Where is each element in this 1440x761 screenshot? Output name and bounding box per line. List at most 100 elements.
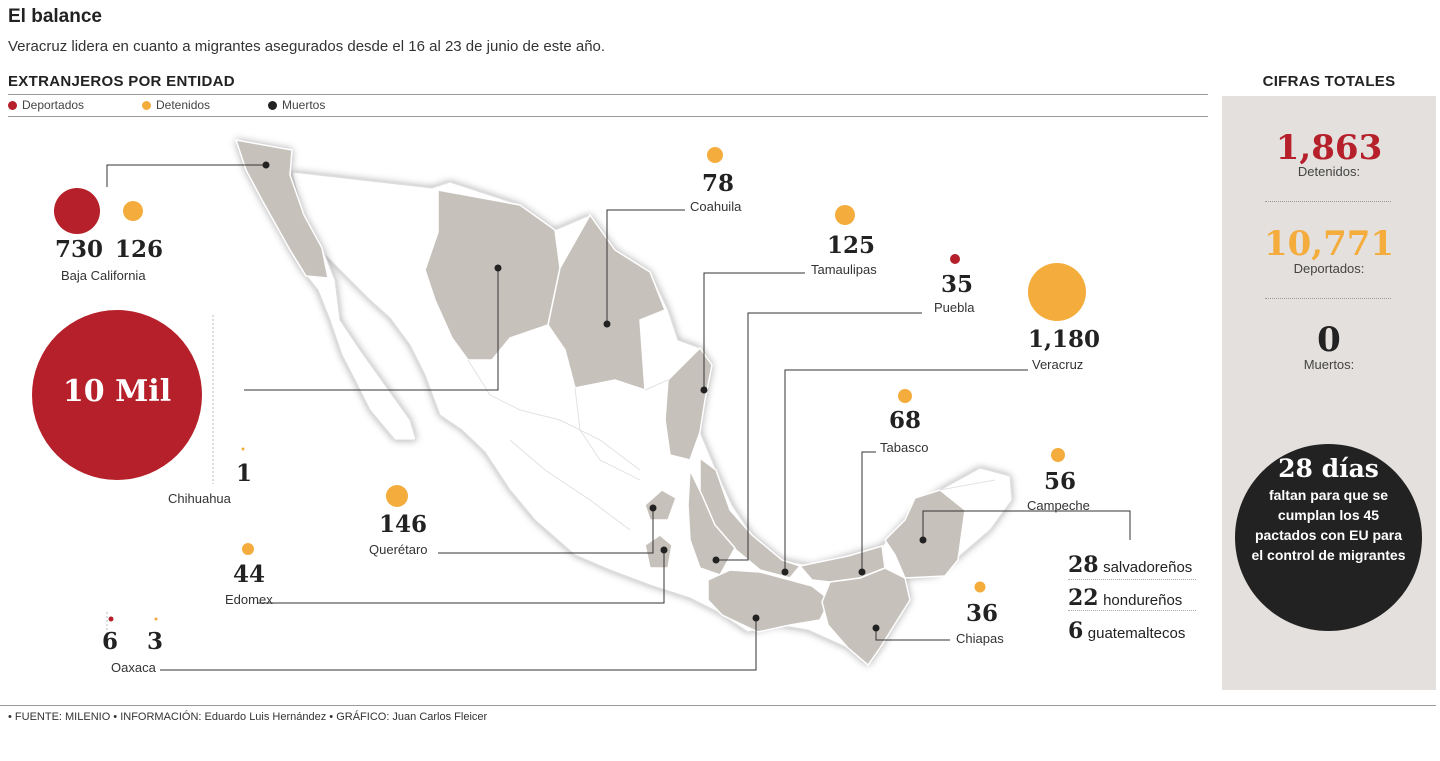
legend-detained-label: Detenidos [156, 98, 211, 112]
days-remaining-text: faltan para que se cumplan los 45 pactad… [1251, 487, 1406, 563]
breakdown-divider [1068, 610, 1196, 611]
queretaro-label: Querétaro [369, 542, 428, 557]
bubble-chihuahua-detained [241, 447, 245, 451]
breakdown-nationality: salvadoreños [1103, 559, 1193, 576]
chiapas-label: Chiapas [956, 631, 1004, 646]
total-dead-value: 0 [1317, 320, 1341, 360]
breakdown-nationality: hondureños [1103, 592, 1183, 609]
legend-divider [8, 116, 1208, 117]
leader-baja-california [106, 164, 266, 187]
state-borders [467, 359, 996, 531]
marker-baja-california [262, 161, 270, 169]
bubble-puebla-deported [950, 254, 960, 264]
leader-puebla [716, 312, 922, 561]
marker-tamaulipas [700, 386, 708, 394]
bubble-chihuahua-deported [32, 310, 202, 480]
queretaro-detained-value: 146 [379, 511, 428, 538]
coahuila-label: Coahuila [690, 199, 742, 214]
marker-puebla [712, 556, 720, 564]
legend-dead-swatch [268, 100, 277, 110]
bubble-oaxaca-detained [154, 617, 158, 621]
oaxaca-detained-value: 3 [147, 628, 164, 655]
page-title: El balance [8, 6, 102, 27]
leader-queretaro [438, 508, 654, 554]
legend-dead: Muertos [268, 98, 325, 112]
total-deported-label: Deportados: [1293, 261, 1365, 276]
state-edomex [644, 534, 673, 569]
bubble-queretaro-detained [386, 485, 408, 507]
leader-tabasco [861, 451, 876, 572]
total-dead-label: Muertos: [1303, 357, 1355, 372]
chihuahua-detained-value: 1 [236, 460, 253, 487]
baja-california-detained-value: 126 [115, 236, 164, 263]
marker-coahuila [603, 320, 611, 328]
tabasco-label: Tabasco [880, 440, 929, 455]
legend-detained-swatch [142, 100, 151, 110]
breakdown-row: 6 guatemaltecos [1068, 616, 1192, 649]
bubble-campeche-detained [1051, 448, 1065, 462]
page-subtitle: Veracruz lidera en cuanto a migrantes as… [8, 38, 606, 55]
marker-chihuahua [494, 264, 502, 272]
bubble-coahuila-detained [707, 147, 723, 163]
bubble-edomex-detained [242, 543, 254, 555]
puebla-deported-value: 35 [941, 271, 974, 298]
footer-divider [0, 705, 1436, 706]
breakdown-row: 28 salvadoreños [1068, 550, 1192, 583]
legend-deported-label: Deportados [22, 98, 85, 112]
totals-title: CIFRAS TOTALES [1262, 73, 1396, 90]
edomex-detained-value: 44 [233, 561, 266, 588]
veracruz-detained-value: 1,180 [1028, 326, 1101, 353]
totals-divider [1265, 201, 1391, 202]
leader-coahuila [606, 209, 685, 324]
bubble-tabasco-detained [898, 389, 912, 403]
breakdown-divider [1068, 579, 1196, 580]
leader-veracruz [784, 369, 1028, 572]
leader-lines [106, 164, 1131, 671]
leader-edomex [258, 550, 665, 604]
baja-california-label: Baja California [61, 268, 146, 283]
breakdown-count: 28 [1068, 552, 1099, 578]
tamaulipas-label: Tamaulipas [811, 262, 877, 277]
bubbles [32, 147, 1086, 622]
edomex-label: Edomex [225, 592, 273, 607]
section-title: EXTRANJEROS POR ENTIDAD [8, 73, 235, 90]
tabasco-detained-value: 68 [889, 407, 922, 434]
marker-oaxaca [752, 614, 760, 622]
bubble-tamaulipas-detained [835, 205, 855, 225]
chihuahua-label: Chihuahua [168, 491, 231, 506]
puebla-label: Puebla [934, 300, 975, 315]
oaxaca-deported-value: 6 [102, 628, 119, 655]
campeche-breakdown: 28 salvadoreños 22 hondureños 6 guatemal… [1068, 550, 1192, 649]
marker-queretaro [649, 504, 657, 512]
marker-tabasco [858, 568, 866, 576]
total-detained-value: 1,863 [1275, 128, 1383, 168]
bubble-chiapas-detained [974, 581, 986, 593]
chiapas-detained-value: 36 [966, 600, 999, 627]
state-chiapas [821, 567, 911, 667]
chihuahua-bracket [106, 315, 214, 645]
coahuila-detained-value: 78 [702, 170, 735, 197]
leader-oaxaca [160, 618, 757, 671]
oaxaca-label: Oaxaca [111, 660, 156, 675]
totals-divider [1265, 298, 1391, 299]
marker-edomex [660, 546, 668, 554]
bubble-baja-california-deported [54, 188, 100, 234]
bubble-oaxaca-deported [108, 616, 114, 622]
legend-dead-label: Muertos [282, 98, 326, 112]
days-remaining-badge: 28 días faltan para que se cumplan los 4… [1235, 444, 1422, 631]
marker-chiapas [872, 624, 880, 632]
breakdown-count: 22 [1068, 585, 1099, 611]
legend-detained: Detenidos [142, 98, 210, 112]
total-detained-label: Detenidos: [1297, 164, 1361, 179]
breakdown-nationality: guatemaltecos [1087, 625, 1186, 642]
baja-california-deported-value: 730 [55, 236, 104, 263]
state-chihuahua [424, 189, 561, 361]
leader-chihuahua [244, 268, 499, 391]
tamaulipas-detained-value: 125 [827, 232, 876, 259]
bubble-baja-california-detained [123, 201, 143, 221]
state-campeche [884, 489, 966, 579]
leader-tamaulipas [703, 272, 805, 390]
bubble-veracruz-detained [1028, 263, 1086, 321]
marker-veracruz [781, 568, 789, 576]
